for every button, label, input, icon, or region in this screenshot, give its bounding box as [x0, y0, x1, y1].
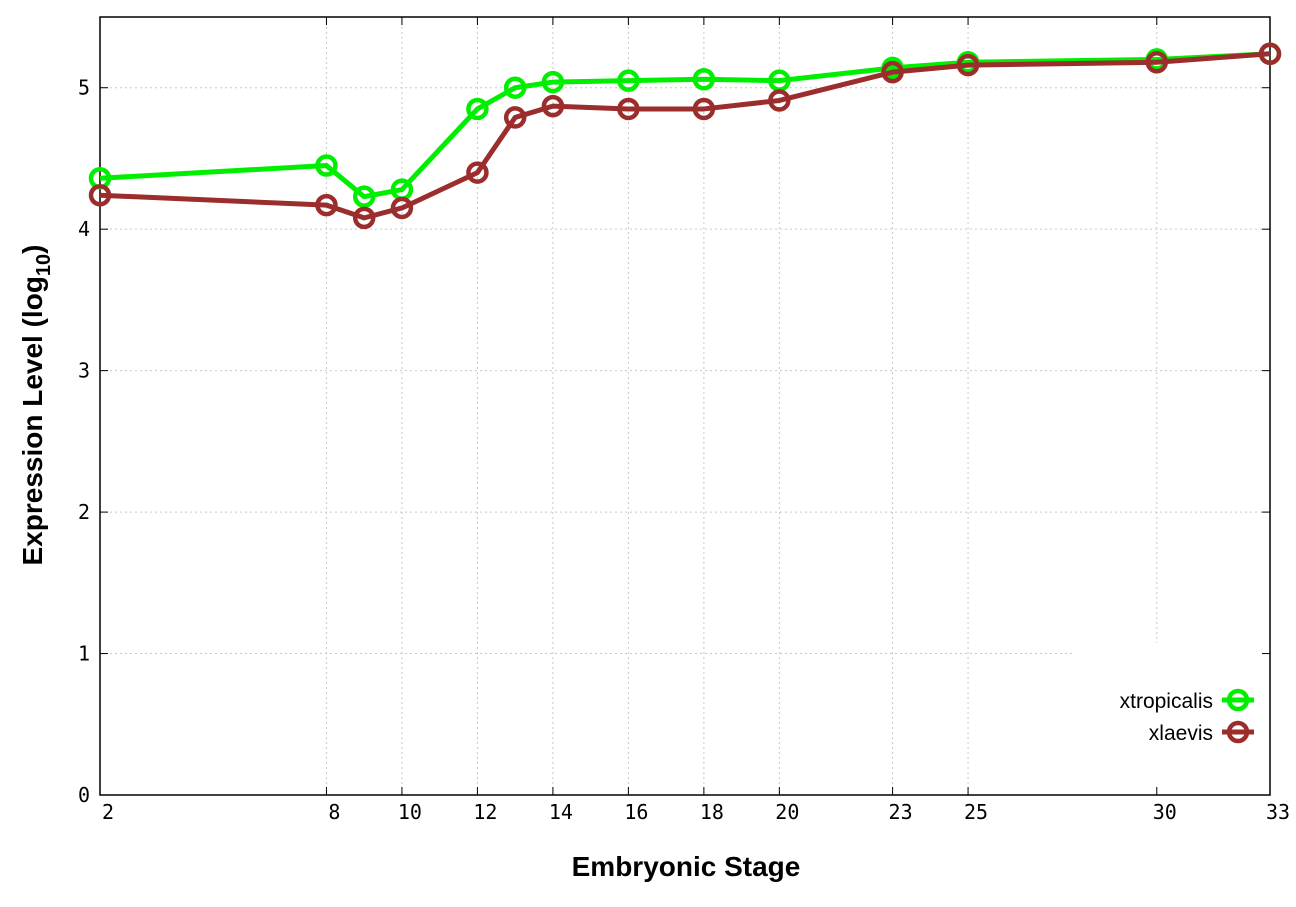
data-point-xlaevis	[1145, 51, 1169, 74]
x-tick-label: 25	[964, 800, 988, 824]
data-point-xlaevis	[390, 196, 414, 220]
x-axis-title: Embryonic Stage	[572, 851, 801, 882]
axis-ticks	[99, 17, 1271, 796]
x-tick-label: 18	[700, 800, 724, 824]
data-point-xlaevis	[768, 89, 791, 112]
data-point-xlaevis	[541, 94, 565, 118]
y-axis-title: Expression Level (log10)	[17, 245, 55, 566]
legend-label: xlaevis	[1149, 722, 1213, 745]
legend: xtropicalis xlaevis	[1120, 688, 1254, 745]
legend-box	[1072, 643, 1268, 793]
y-tick-label: 4	[78, 217, 90, 241]
legend-item-xtropicalis: xtropicalis	[1120, 688, 1254, 713]
x-tick-label: 20	[775, 800, 799, 824]
data-point-xtropicalis	[617, 69, 640, 92]
legend-swatch-marker	[1226, 720, 1250, 744]
data-point-xlaevis	[692, 97, 716, 121]
y-axis-title-close: )	[17, 245, 48, 254]
data-point-xlaevis	[503, 106, 527, 129]
legend-item-xlaevis: xlaevis	[1149, 720, 1254, 745]
data-point-xlaevis	[352, 206, 376, 230]
x-tick-label: 10	[398, 800, 422, 824]
data-point-xtropicalis	[352, 185, 376, 208]
data-point-xlaevis	[315, 193, 338, 217]
y-axis-tick-labels: 0 1 2 3 4 5	[78, 76, 90, 807]
legend-background	[1072, 643, 1268, 793]
data-point-xlaevis	[466, 161, 489, 184]
data-point-xlaevis	[88, 183, 112, 207]
data-point-xtropicalis	[466, 97, 489, 121]
y-axis-title-subscript: 10	[33, 254, 55, 276]
series-xtropicalis	[88, 42, 1282, 208]
x-tick-label: 8	[328, 800, 340, 824]
series-xlaevis	[88, 42, 1282, 230]
y-axis-title-main: Expression Level (log	[17, 276, 48, 565]
x-tick-label: 23	[889, 800, 913, 824]
series-group	[88, 42, 1282, 230]
data-point-xtropicalis	[692, 67, 716, 91]
legend-label: xtropicalis	[1120, 690, 1213, 713]
data-point-xtropicalis	[315, 154, 338, 177]
y-tick-label: 1	[78, 642, 90, 666]
x-axis-tick-labels: 2 8 10 12 14 16 18 20 23 25 30 33	[102, 800, 1290, 824]
data-point-xlaevis	[617, 97, 640, 121]
data-point-xlaevis	[956, 53, 980, 77]
data-point-xlaevis	[1258, 42, 1282, 66]
series-line-xlaevis	[99, 51, 1271, 221]
plot-area-frame	[99, 16, 1271, 796]
y-tick-label: 0	[78, 783, 90, 807]
x-tick-label: 16	[624, 800, 648, 824]
legend-swatch-marker	[1226, 688, 1250, 712]
data-point-xlaevis	[881, 60, 904, 84]
series-line-xtropicalis	[99, 51, 1271, 200]
y-tick-label: 5	[78, 76, 90, 100]
data-point-xtropicalis	[503, 76, 527, 99]
y-tick-label: 3	[78, 359, 90, 383]
x-tick-label: 33	[1266, 800, 1290, 824]
data-point-xtropicalis	[541, 70, 565, 94]
x-tick-label: 2	[102, 800, 114, 824]
y-tick-label: 2	[78, 500, 90, 524]
x-tick-label: 30	[1153, 800, 1177, 824]
x-tick-label: 12	[473, 800, 497, 824]
x-tick-label: 14	[549, 800, 573, 824]
